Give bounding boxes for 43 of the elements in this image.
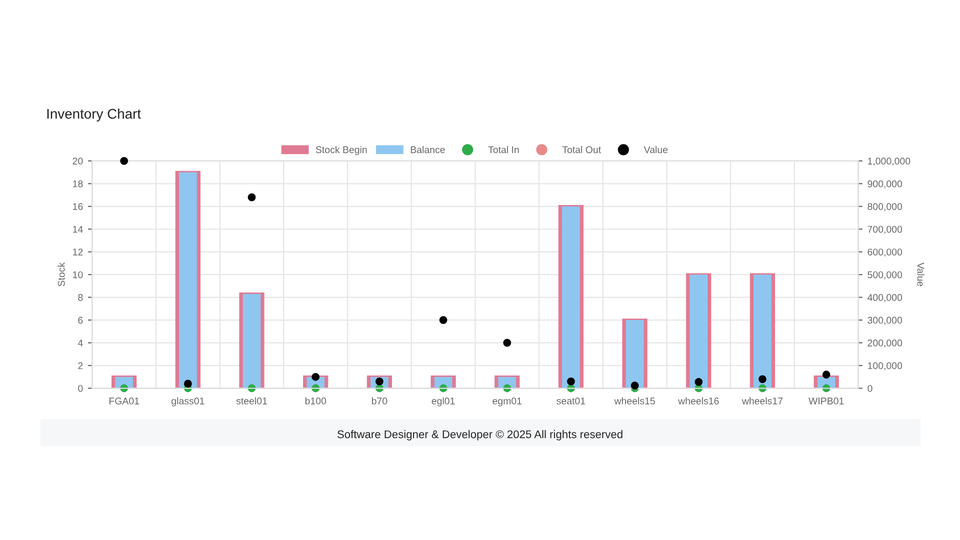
y-tick-label: 20 xyxy=(72,158,83,165)
x-tick-label: egl01 xyxy=(432,397,455,406)
y-tick-label: 16 xyxy=(73,203,83,210)
legend-label: Value xyxy=(644,146,668,154)
text: Software Designer & Developer © 2025 All rights reserved xyxy=(337,430,622,440)
y-tick-label: 14 xyxy=(73,226,83,233)
y-tick-label: 10 xyxy=(73,271,83,278)
legend-label: Total In xyxy=(488,146,519,154)
y2-tick-label: 500,000 xyxy=(868,271,902,280)
y2-tick-label: 0 xyxy=(868,384,872,392)
y2-tick-label: 200,000 xyxy=(868,340,902,348)
x-tick-label: WIPB01 xyxy=(808,398,844,404)
y-tick-label: 6 xyxy=(78,316,83,324)
y-tick-label: 8 xyxy=(78,294,83,301)
y-tick-label: 18 xyxy=(73,180,83,188)
y2-tick-label: 300,000 xyxy=(868,316,902,325)
chart-title: Inventory Chart xyxy=(47,108,141,122)
y2-tick-label: 1,000,000 xyxy=(868,158,910,166)
y2-tick-label: 600,000 xyxy=(868,248,902,257)
y2-tick-label: 800,000 xyxy=(868,203,902,212)
y-tick-label: 2 xyxy=(78,362,83,370)
x-tick-label: egm01 xyxy=(492,398,522,406)
legend-label: Stock Begin xyxy=(316,146,367,156)
x-tick-label: b100 xyxy=(305,397,326,404)
x-tick-label: wheels16 xyxy=(678,397,719,404)
y-tick-label: 0 xyxy=(78,384,83,392)
y2-tick-label: 100,000 xyxy=(868,362,902,370)
y2-tick-label: 400,000 xyxy=(867,294,902,302)
x-tick-label: wheels17 xyxy=(742,397,783,404)
y2-axis-title: Value xyxy=(917,262,924,286)
y-tick-label: 4 xyxy=(78,340,83,346)
x-tick-label: b70 xyxy=(372,397,388,404)
x-tick-label: steel01 xyxy=(236,397,267,404)
x-tick-label: glass01 xyxy=(172,397,204,406)
x-tick-label: seat01 xyxy=(556,398,586,404)
y-axis-title: Stock xyxy=(58,262,65,286)
x-tick-label: wheels15 xyxy=(614,397,655,404)
x-tick-label: FGA01 xyxy=(109,398,140,404)
y-tick-label: 12 xyxy=(73,248,83,256)
y2-tick-label: 900,000 xyxy=(868,180,902,188)
legend-label: Total Out xyxy=(562,146,601,154)
y2-tick-label: 700,000 xyxy=(868,226,902,234)
legend-label: Balance xyxy=(410,146,445,154)
